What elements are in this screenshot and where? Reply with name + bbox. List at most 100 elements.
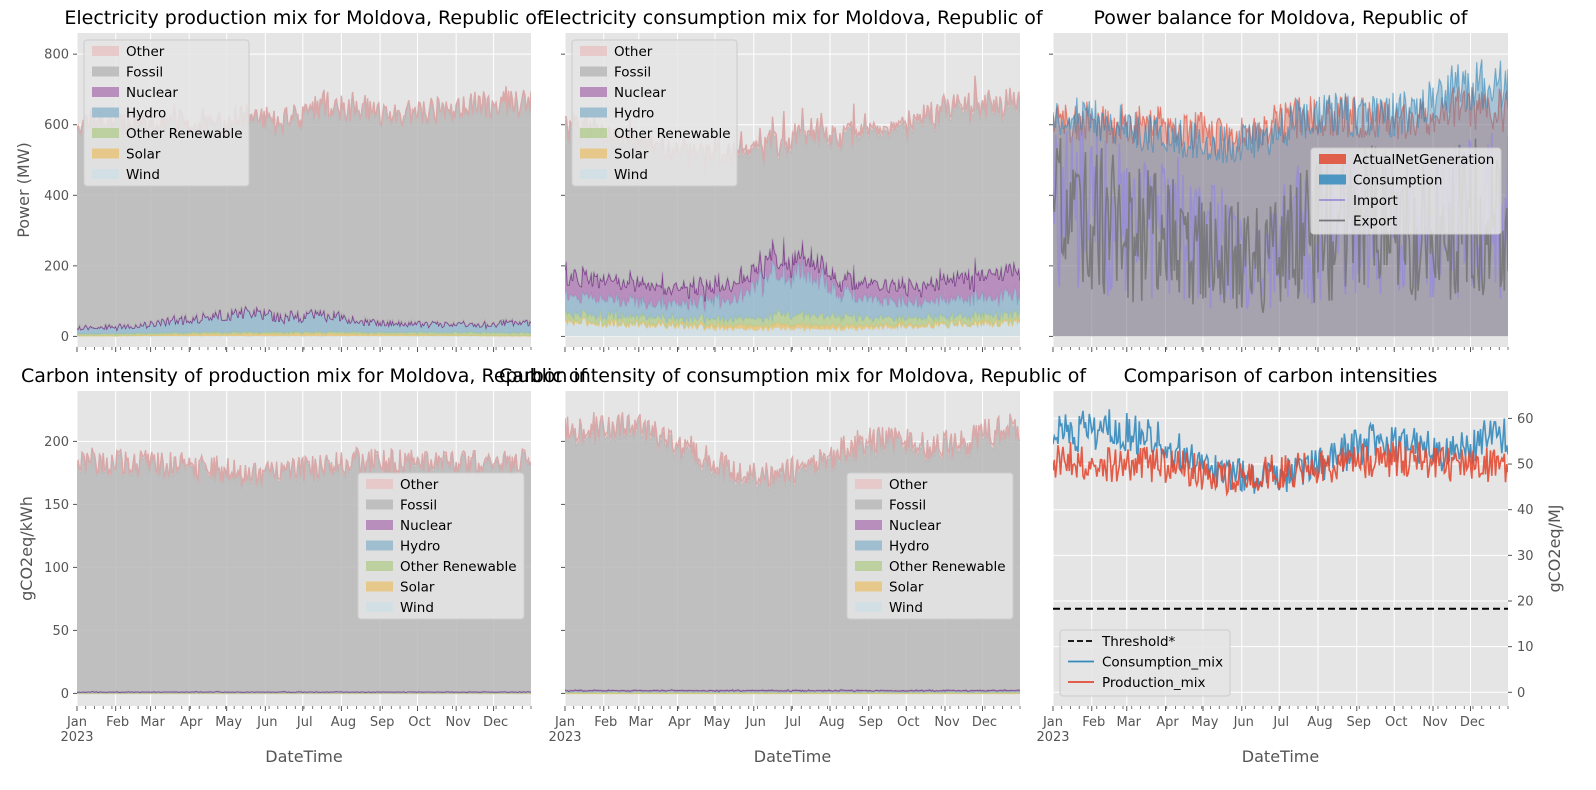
- y-tick-label: 0: [61, 687, 69, 702]
- legend-label: Production_mix: [1102, 675, 1205, 691]
- x-axis-label: DateTime: [1242, 747, 1319, 766]
- legend-swatch: [580, 169, 607, 179]
- y-axis-label: Power (MW): [14, 142, 33, 238]
- legend-swatch: [92, 107, 119, 118]
- x-tick-label: Jan: [554, 715, 575, 730]
- x-tick-label: Aug: [1307, 715, 1332, 730]
- x-year-label: 2023: [548, 730, 581, 745]
- legend-swatch: [366, 581, 393, 592]
- legend-label: Nuclear: [614, 85, 666, 101]
- y-tick-label: 100: [44, 561, 69, 576]
- plot-marks: [1053, 409, 1508, 610]
- legend-swatch: [366, 561, 393, 571]
- legend-box: [846, 472, 1014, 620]
- x-tick-label: Dec: [1460, 715, 1485, 730]
- x-tick-label: Oct: [1385, 715, 1407, 730]
- legend: Other Fossil Nuclear Hydro Other Renewable So…: [571, 39, 738, 187]
- legend-swatch: [580, 87, 607, 97]
- legend-label: Other Renewable: [889, 559, 1006, 575]
- legend: ActualNetGeneration Consumption Import Expo…: [1310, 147, 1502, 235]
- legend-label: Fossil: [126, 65, 163, 81]
- legend-swatch: [92, 87, 119, 97]
- x-tick-label: Apr: [668, 715, 691, 730]
- legend-swatch: [855, 581, 882, 592]
- x-tick-label: Feb: [106, 715, 129, 730]
- legend-swatch: [366, 520, 393, 530]
- line-series-production-mix: [1053, 440, 1508, 497]
- x-tick-label: Jul: [296, 715, 313, 730]
- legend-box: [1310, 147, 1502, 235]
- chart-panel-ci-cons: Jan Feb Mar Apr May Jun Jul Aug Sep Oct Nov Dec 2023…: [499, 365, 1087, 766]
- x-tick-label: Jul: [784, 715, 801, 730]
- legend: Other Fossil Nuclear Hydro Other Renewable So…: [357, 472, 525, 620]
- legend-label: Hydro: [889, 539, 929, 555]
- area-series-other-renewable: [77, 331, 531, 336]
- x-tick-label: Nov: [1422, 715, 1448, 730]
- x-tick-label: Jun: [1233, 715, 1254, 730]
- legend-label: Export: [1353, 214, 1397, 230]
- legend-swatch: [855, 602, 882, 612]
- legend-swatch: [92, 148, 119, 159]
- x-tick-label: Apr: [1156, 715, 1179, 730]
- legend-label: Other: [614, 44, 653, 60]
- chart-panel-power-balance: Power balance for Moldova, Republic of Ac…: [1049, 7, 1509, 352]
- x-tick-label: Jul: [1272, 715, 1289, 730]
- x-tick-label: Sep: [1346, 715, 1371, 730]
- legend-box: [571, 39, 738, 187]
- x-tick-label: Aug: [819, 715, 844, 730]
- x-tick-label: Mar: [628, 715, 653, 730]
- chart-title: Carbon intensity of production mix for M…: [21, 365, 588, 387]
- legend-label: Threshold*: [1101, 634, 1176, 650]
- y-tick-label: 150: [44, 498, 69, 513]
- y-tick-label: 0: [61, 330, 69, 345]
- legend-swatch: [855, 479, 882, 489]
- area-series-hydro: [77, 306, 531, 335]
- legend-label: Fossil: [400, 498, 437, 514]
- x-axis-label: DateTime: [265, 747, 342, 766]
- legend-swatch: [580, 46, 607, 56]
- y-axis-label: gCO2eq/MJ: [1545, 504, 1564, 592]
- legend-swatch: [580, 107, 607, 118]
- legend-label: Consumption: [1353, 173, 1442, 189]
- chart-panel-prod-mix: 0 200 400 600 800 Power (MW) Electricity produ…: [14, 7, 545, 352]
- legend-label: Nuclear: [889, 518, 941, 534]
- legend-label: Other: [400, 477, 439, 493]
- legend-swatch: [855, 561, 882, 571]
- x-tick-label: Jun: [745, 715, 766, 730]
- legend-label: Other Renewable: [614, 126, 731, 142]
- chart-title: Electricity consumption mix for Moldova,…: [542, 7, 1044, 29]
- legend-label: Hydro: [614, 106, 654, 122]
- area-series-wind: [565, 317, 1020, 337]
- x-tick-label: Nov: [934, 715, 960, 730]
- legend-swatch: [855, 520, 882, 530]
- chart-panel-ci-compare: 0 10 20 30 40 50 60 Jan Feb Mar Apr May Jun Jul Aug Sep…: [1036, 365, 1564, 766]
- chart-title: Comparison of carbon intensities: [1124, 365, 1438, 387]
- area-series-other: [77, 86, 531, 140]
- y-tick-label: 400: [44, 189, 69, 204]
- chart-title: Power balance for Moldova, Republic of: [1094, 7, 1469, 29]
- legend-swatch: [580, 66, 607, 77]
- x-tick-label: May: [704, 715, 731, 730]
- area-series-hydro: [565, 258, 1020, 325]
- legend-box: [1059, 629, 1231, 697]
- legend-label: Fossil: [889, 498, 926, 514]
- legend-label: Other: [889, 477, 928, 493]
- legend: Other Fossil Nuclear Hydro Other Renewable So…: [83, 39, 250, 187]
- legend-label: Nuclear: [400, 518, 452, 534]
- x-tick-label: Dec: [972, 715, 997, 730]
- legend-swatch: [92, 66, 119, 77]
- x-tick-label: May: [1192, 715, 1219, 730]
- legend-label: Hydro: [400, 539, 440, 555]
- chart-title: Carbon intensity of consumption mix for …: [499, 365, 1087, 387]
- y-tick-label: 200: [44, 435, 69, 450]
- y-tick-label: 50: [1517, 458, 1534, 473]
- legend-label: Hydro: [126, 106, 166, 122]
- line-series-actualnetgeneration: [1053, 86, 1508, 156]
- x-tick-label: Oct: [408, 715, 430, 730]
- legend-label: Other: [126, 44, 165, 60]
- x-tick-label: Apr: [180, 715, 203, 730]
- x-tick-label: Sep: [370, 715, 395, 730]
- legend-label: Other Renewable: [400, 559, 517, 575]
- x-year-label: 2023: [1036, 730, 1069, 745]
